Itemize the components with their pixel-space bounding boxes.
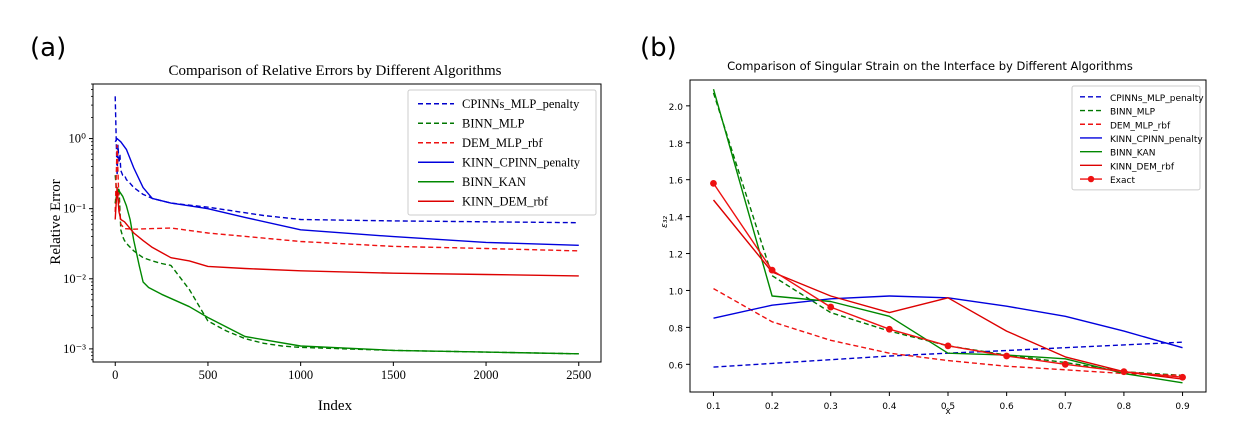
- panel-a-xtick-label: 1500: [381, 368, 406, 382]
- panel-b-exact-point: [827, 303, 835, 311]
- panel-b-legend-marker: [1087, 175, 1095, 183]
- panel-b-legend-label: BINN_MLP: [1110, 108, 1156, 118]
- panel-b-exact-point: [1179, 373, 1186, 381]
- panel-b-ylabel: ε₃₂: [660, 216, 670, 228]
- panel-a-letter: (a): [30, 33, 66, 63]
- panel-b-exact-point: [944, 342, 952, 350]
- panel-a-legend-label: BINN_KAN: [462, 175, 526, 189]
- panel-b-xtick-label: 0.2: [765, 402, 779, 412]
- panel-b-xlabel: x: [945, 407, 951, 417]
- panel-b-legend-label: KINN_DEM_rbf: [1110, 162, 1175, 172]
- panel-b-ytick-label: 1.8: [669, 140, 684, 150]
- panel-a-xtick-label: 500: [199, 368, 218, 382]
- panel-a-plot-area: 0 500 1000 1500 2000 2500 10⁻³ 10⁻² 10⁻¹ 10⁰ CPINN…: [63, 83, 597, 382]
- panel-b-exact-point: [1003, 352, 1011, 360]
- panel-b-exact-point: [1061, 360, 1069, 368]
- panel-a-legend-label: KINN_CPINN_penalty: [462, 155, 581, 169]
- panel-a-legend-label: KINN_DEM_rbf: [462, 194, 549, 208]
- panel-a-xtick-label: 0: [112, 368, 118, 382]
- panel-b-letter: (b): [640, 33, 677, 63]
- panel-b-xtick-label: 0.4: [882, 402, 897, 412]
- panel-a-title: Comparison of Relative Errors by Differe…: [169, 63, 502, 79]
- panel-a-series-line-kinn-dem-rbf: [114, 186, 579, 277]
- panel-b-ytick-label: 1.4: [669, 214, 684, 224]
- panel-a-xtick-label: 2000: [474, 368, 499, 382]
- panel-b-xtick-label: 0.9: [1175, 402, 1190, 412]
- panel-a-series-line-dem-mlp-rbf: [114, 144, 579, 252]
- panel-b-ytick-label: 0.6: [669, 361, 684, 371]
- panel-a-legend: CPINNs_MLP_penalty BINN_MLP DEM_MLP_rbf KIN…: [407, 89, 597, 216]
- panel-a-ytick-label: 10⁰: [68, 132, 86, 146]
- panel-b-legend: CPINNs_MLP_penalty BINN_MLP DEM_MLP_rbf KIN…: [1071, 85, 1204, 191]
- panel-b-exact-point: [1120, 368, 1128, 376]
- panel-a-ytick-label: 10⁻²: [63, 272, 86, 286]
- panel-a-legend-label: CPINNs_MLP_penalty: [462, 97, 580, 111]
- panel-b: (b) Comparison of Singular Strain on the…: [640, 33, 1207, 417]
- panel-b-ytick-label: 1.6: [669, 177, 684, 187]
- panel-b-xtick-label: 0.8: [1117, 402, 1132, 412]
- panel-b-xtick-label: 0.6: [999, 402, 1014, 412]
- panel-a-ytick-label: 10⁻³: [63, 342, 86, 356]
- panel-a: (a) Comparison of Relative Errors by Dif…: [30, 33, 602, 414]
- panel-a-ylabel: Relative Error: [48, 179, 64, 264]
- panel-b-legend-label: KINN_CPINN_penalty: [1110, 135, 1203, 145]
- panel-b-ytick-label: 2.0: [669, 103, 684, 113]
- panel-b-plot-area: 0.1 0.2 0.3 0.4 0.5 0.6 0.7 0.8 0.9 0.6 0.8 1.0 1.2 1…: [669, 85, 1204, 412]
- panel-b-exact-point: [768, 266, 776, 274]
- panel-b-ytick-label: 0.8: [669, 324, 684, 334]
- panel-a-xtick-label: 1000: [288, 368, 313, 382]
- panel-a-ytick-label: 10⁻¹: [63, 202, 86, 216]
- panel-b-series-line-kinn-cpinn-penalty: [713, 295, 1183, 349]
- panel-b-legend-label: Exact: [1110, 176, 1135, 186]
- panel-a-series-line-binn-kan: [114, 190, 579, 355]
- panel-b-exact-point: [885, 325, 893, 333]
- panel-a-axes-frame: [92, 83, 602, 363]
- panel-a-legend-label: DEM_MLP_rbf: [462, 136, 543, 150]
- panel-b-xtick-label: 0.1: [706, 402, 720, 412]
- panel-a-xtick-label: 2500: [566, 368, 591, 382]
- panel-b-xtick-label: 0.5: [941, 402, 955, 412]
- panel-b-series-line-kinn-dem-rbf: [712, 199, 1183, 380]
- panel-a-series-line-cpinns-mlp-penalty: [114, 96, 579, 224]
- panel-a-legend-label: BINN_MLP: [462, 116, 525, 130]
- panel-b-legend-label: CPINNs_MLP_penalty: [1110, 94, 1204, 104]
- panel-b-axes-frame: [689, 79, 1207, 393]
- panel-b-exact-point: [710, 179, 717, 187]
- panel-b-series-line-dem-mlp-rbf: [713, 287, 1183, 377]
- panel-b-legend-label: BINN_KAN: [1110, 149, 1155, 159]
- panel-a-series-line-binn-mlp: [114, 175, 579, 355]
- panel-a-xlabel: Index: [318, 398, 353, 414]
- panel-b-legend-label: DEM_MLP_rbf: [1110, 121, 1171, 131]
- panel-b-ytick-label: 1.2: [669, 251, 683, 261]
- panel-b-xtick-label: 0.3: [824, 402, 838, 412]
- panel-a-series-line-kinn-cpinn-penalty: [114, 137, 579, 246]
- panel-b-xtick-label: 0.7: [1058, 402, 1072, 412]
- panel-b-title: Comparison of Singular Strain on the Int…: [727, 59, 1133, 73]
- panel-b-ytick-label: 1.0: [669, 287, 684, 297]
